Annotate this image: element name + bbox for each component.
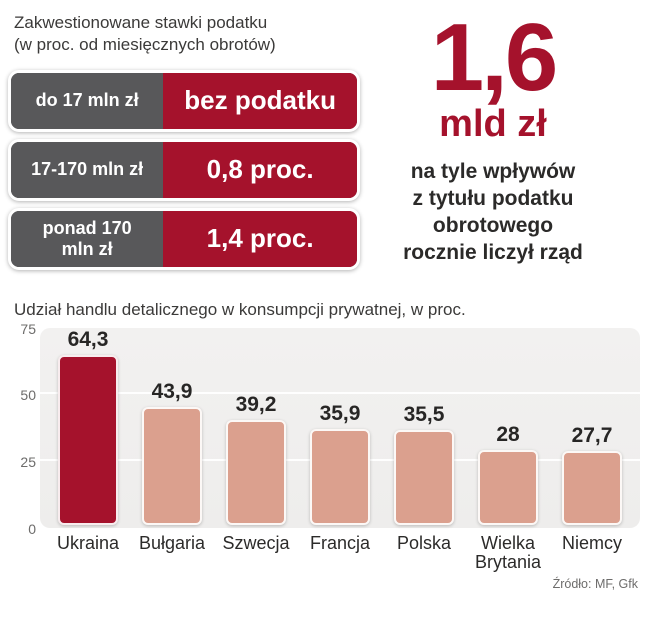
tax-range-cell: ponad 170 mln zł xyxy=(11,210,164,267)
bar-polska xyxy=(394,429,454,525)
big-number: 1,6 xyxy=(430,4,558,111)
y-tick-label: 0 xyxy=(28,520,36,537)
bar-niemcy xyxy=(562,450,622,525)
bar-value-label: 39,2 xyxy=(235,392,277,416)
bar-value-label: 35,9 xyxy=(319,401,361,425)
tax-rates-block: Zakwestionowane stawki podatku (w proc. … xyxy=(8,10,360,270)
tax-range-cell: do 17 mln zł xyxy=(11,72,164,129)
bar-column-francja: 35,9 xyxy=(298,328,382,528)
revenue-callout: 1,6 mld zł na tyle wpływów z tytułu poda… xyxy=(360,4,640,270)
x-axis-labels: Ukraina Bułgaria Szwecja Francja Polska Wielk… xyxy=(40,528,640,574)
plot-area: 64,3 43,9 39,2 35,9 35,5 28 27,7 xyxy=(40,327,640,528)
chart-body: 75 50 25 0 64,3 43,9 39,2 35,9 35,5 28 27,7 xyxy=(8,320,640,536)
bar-szwecja xyxy=(226,419,286,525)
bar-value-label: 35,5 xyxy=(403,402,445,426)
x-label-francja: Francja xyxy=(309,532,371,553)
gridline xyxy=(40,392,640,395)
tax-rate-cell: 1,4 proc. xyxy=(163,210,357,267)
x-label-bułgaria: Bułgaria xyxy=(138,532,206,553)
y-tick-label: 50 xyxy=(20,386,36,403)
tax-table-row: ponad 170 mln zł 1,4 proc. xyxy=(8,207,360,270)
bar-chart-section: Udział handlu detalicznego w konsumpcji … xyxy=(8,299,640,592)
bar-bułgaria xyxy=(142,407,202,525)
bar-column-polska: 35,5 xyxy=(382,328,466,528)
bar-value-label: 28 xyxy=(496,422,520,446)
y-tick-label: 25 xyxy=(20,453,36,470)
bar-column-wielka-brytania: 28 xyxy=(466,328,550,528)
tax-rate-cell: 0,8 proc. xyxy=(163,141,357,198)
x-label-szwecja: Szwecja xyxy=(222,532,290,553)
bar-column-szwecja: 39,2 xyxy=(214,328,298,528)
top-section: Zakwestionowane stawki podatku (w proc. … xyxy=(8,4,640,270)
chart-title: Udział handlu detalicznego w konsumpcji … xyxy=(14,299,466,319)
y-tick-label: 75 xyxy=(20,320,36,337)
bar-value-label: 64,3 xyxy=(67,327,109,351)
tax-table-row: do 17 mln zł bez podatku xyxy=(8,69,360,132)
big-number-unit: mld zł xyxy=(439,103,547,146)
callout-description: na tyle wpływów z tytułu podatku obrotow… xyxy=(403,160,583,264)
source-note: Źródło: MF, Gfk xyxy=(552,577,638,592)
x-label-polska: Polska xyxy=(396,532,452,553)
bar-ukraina xyxy=(58,354,118,525)
bar-column-bułgaria: 43,9 xyxy=(130,328,214,528)
tax-range-cell: 17-170 mln zł xyxy=(11,141,164,198)
bar-value-label: 27,7 xyxy=(571,423,613,447)
tax-rate-cell: bez podatku xyxy=(163,72,357,129)
bar-wielka-brytania xyxy=(478,449,538,525)
bar-francja xyxy=(310,428,370,525)
y-axis: 75 50 25 0 xyxy=(8,320,40,536)
tax-table-title: Zakwestionowane stawki podatku (w proc. … xyxy=(14,13,276,54)
tax-table-row: 17-170 mln zł 0,8 proc. xyxy=(8,138,360,201)
tax-table: do 17 mln zł bez podatku 17-170 mln zł 0… xyxy=(8,69,360,270)
x-label-niemcy: Niemcy xyxy=(561,532,622,553)
bar-value-label: 43,9 xyxy=(151,380,193,404)
bar-column-niemcy: 27,7 xyxy=(550,328,634,528)
x-label-ukraina: Ukraina xyxy=(56,532,120,553)
bars-row: 64,3 43,9 39,2 35,9 35,5 28 27,7 xyxy=(40,328,640,528)
bar-column-ukraina: 64,3 xyxy=(46,328,130,528)
x-label-wielka-brytania: Wielka Brytania xyxy=(474,532,542,573)
